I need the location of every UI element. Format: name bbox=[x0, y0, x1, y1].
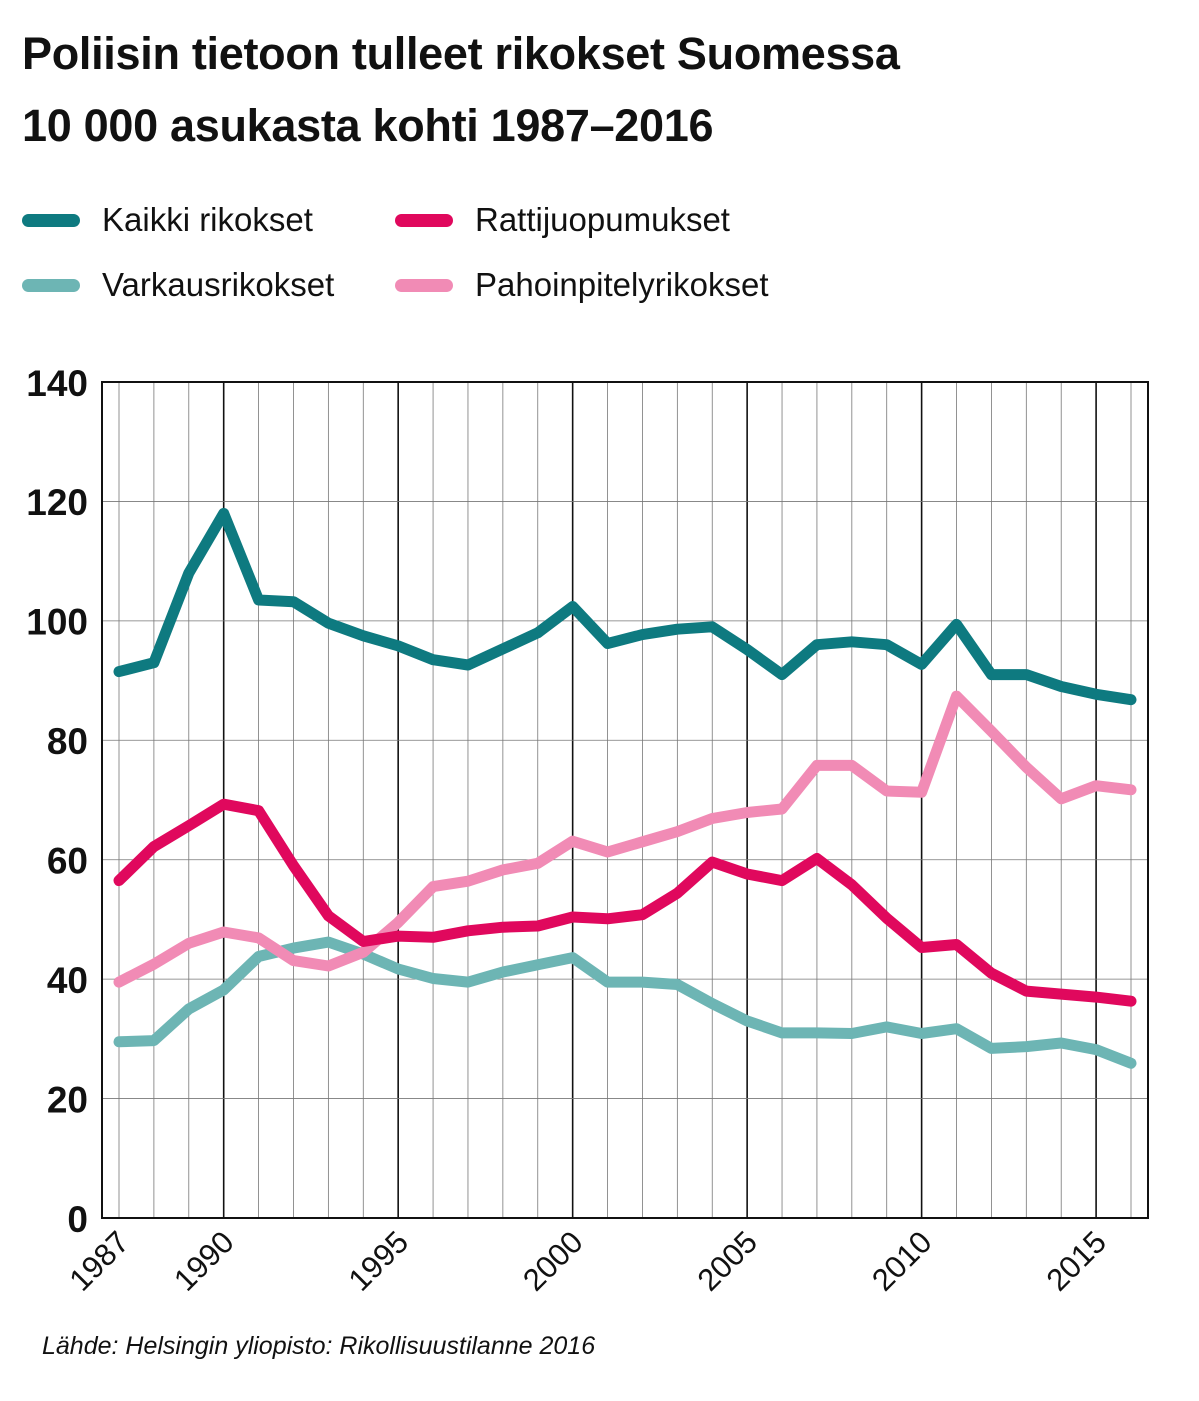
series-line-pahoinpitelyrikokset bbox=[113, 690, 1137, 988]
plot-frame bbox=[101, 381, 1149, 1219]
x-tick-label: 2000 bbox=[516, 1224, 590, 1298]
source-note: Lähde: Helsingin yliopisto: Rikollisuust… bbox=[42, 1332, 596, 1360]
legend-swatch-rattijuopumukset bbox=[395, 213, 453, 227]
y-tick-label: 40 bbox=[47, 960, 88, 1001]
legend-swatch-kaikki-rikokset bbox=[22, 213, 80, 227]
chart-title: Poliisin tietoon tulleet rikokset Suomes… bbox=[22, 18, 1172, 162]
legend-swatch-pahoinpitelyrikokset bbox=[395, 278, 453, 292]
x-tick-label: 2005 bbox=[691, 1224, 765, 1298]
x-tick-label: 2015 bbox=[1040, 1224, 1114, 1298]
series-line-kaikki-rikokset bbox=[113, 507, 1137, 706]
x-tick-label: 1990 bbox=[167, 1224, 241, 1298]
y-tick-label: 80 bbox=[47, 721, 88, 762]
x-tick-label: 2010 bbox=[865, 1224, 939, 1298]
y-tick-label: 140 bbox=[26, 363, 88, 404]
legend-item-varkausrikokset: Varkausrikokset bbox=[22, 255, 334, 315]
x-tick-label: 1995 bbox=[342, 1224, 416, 1298]
chart-title-line-2: 10 000 asukasta kohti 1987–2016 bbox=[22, 100, 714, 151]
series-line-varkausrikokset bbox=[113, 936, 1137, 1069]
legend-item-rattijuopumukset: Rattijuopumukset bbox=[395, 190, 730, 250]
legend-label-rattijuopumukset: Rattijuopumukset bbox=[475, 201, 730, 238]
legend-item-pahoinpitelyrikokset: Pahoinpitelyrikokset bbox=[395, 255, 769, 315]
legend-label-kaikki-rikokset: Kaikki rikokset bbox=[102, 201, 313, 238]
y-tick-label: 20 bbox=[47, 1079, 88, 1120]
legend: Kaikki rikokset Rattijuopumukset Varkaus… bbox=[22, 190, 922, 320]
series-line-rattijuopumukset bbox=[113, 798, 1137, 1007]
chart-title-line-1: Poliisin tietoon tulleet rikokset Suomes… bbox=[22, 28, 900, 79]
y-tick-label: 60 bbox=[47, 840, 88, 881]
legend-swatch-varkausrikokset bbox=[22, 278, 80, 292]
legend-label-varkausrikokset: Varkausrikokset bbox=[102, 266, 335, 303]
legend-label-pahoinpitelyrikokset: Pahoinpitelyrikokset bbox=[475, 266, 769, 303]
y-tick-label: 0 bbox=[67, 1199, 88, 1240]
y-tick-label: 120 bbox=[26, 482, 88, 523]
y-tick-label: 100 bbox=[26, 602, 88, 643]
legend-item-kaikki-rikokset: Kaikki rikokset bbox=[22, 190, 313, 250]
